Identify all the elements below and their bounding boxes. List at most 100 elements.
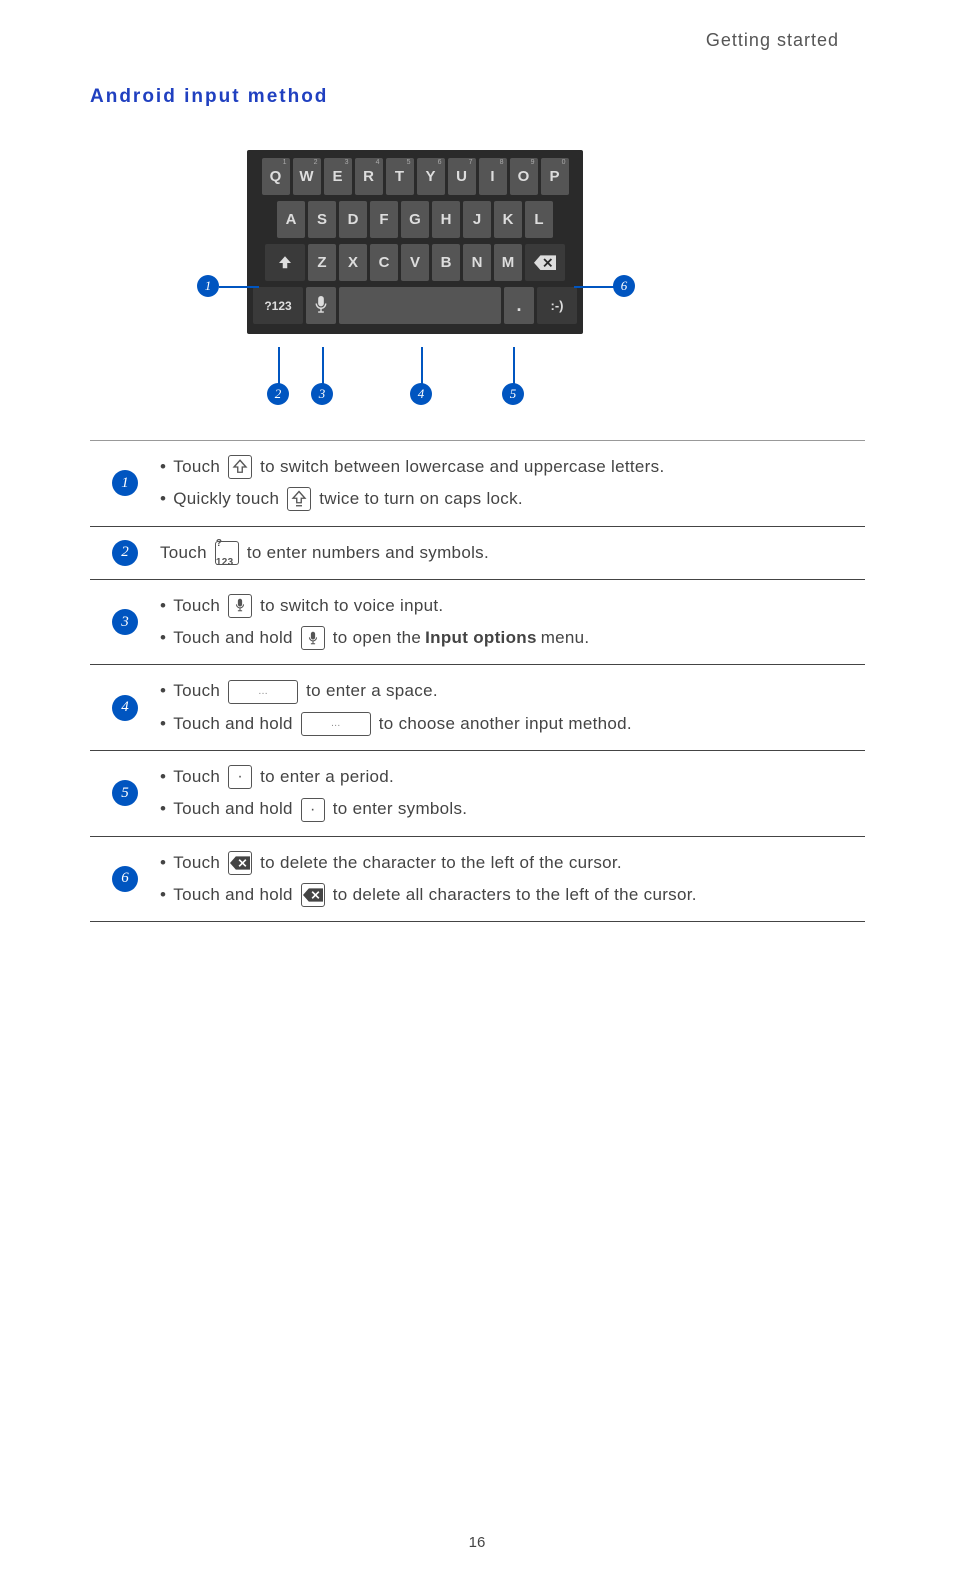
instructions-table: 1•Touchto switch between lowercase and u…: [90, 440, 865, 922]
space-icon: …: [228, 680, 298, 704]
keyboard-key: E3: [324, 158, 352, 195]
shift-icon: [228, 455, 252, 479]
callout-line: [513, 347, 515, 385]
p123-icon: ?123: [215, 541, 239, 565]
mic-key: [306, 287, 336, 324]
instruction-row: 4 •Touch … to enter a space. •Touch and hold…: [90, 665, 865, 750]
bullet-icon: •: [160, 847, 166, 879]
bullet-icon: •: [160, 483, 166, 515]
bullet-icon: •: [160, 793, 166, 825]
text: Touch: [173, 590, 220, 622]
callout-line: [574, 286, 614, 288]
shift-key: [265, 244, 305, 281]
bullet-icon: •: [160, 879, 166, 911]
figure-callout-2: 2: [267, 383, 289, 405]
keyboard-key: Y6: [417, 158, 445, 195]
keyboard-key: N: [463, 244, 491, 281]
text: Touch and hold: [173, 708, 293, 740]
keyboard-key: A: [277, 201, 305, 238]
row-number-badge: 2: [112, 540, 138, 566]
keyboard-key: G: [401, 201, 429, 238]
bullet-icon: •: [160, 675, 166, 707]
bullet-icon: •: [160, 708, 166, 740]
mic-icon: [228, 594, 252, 618]
row-number-badge: 1: [112, 470, 138, 496]
bksp-icon: [301, 883, 325, 907]
keyboard-key: Q1: [262, 158, 290, 195]
text: Touch and hold: [173, 793, 293, 825]
period-icon: ·: [301, 798, 325, 822]
keyboard-key: J: [463, 201, 491, 238]
row-number-badge: 5: [112, 780, 138, 806]
instruction-row: 1 •Touch to switch between lowercase and u…: [90, 441, 865, 526]
instruction-row: 2 Touch ?123 to enter numbers and symbols.: [90, 527, 865, 579]
callout-line: [278, 347, 280, 385]
text: to switch between lowercase and uppercas…: [260, 451, 664, 483]
keyboard-key: I8: [479, 158, 507, 195]
space-key: [339, 287, 501, 324]
keyboard-key: S: [308, 201, 336, 238]
row-number-badge: 6: [112, 866, 138, 892]
keyboard-key: U7: [448, 158, 476, 195]
keyboard-figure: Q1W2E3R4T5Y6U7I8O9P0 ASDFGHJKL ZXCVBNM ?…: [247, 150, 583, 334]
page-header: Getting started: [706, 30, 839, 51]
callout-line: [219, 286, 259, 288]
instruction-row: 6 •Touchto delete the character to the le…: [90, 837, 865, 922]
row-content: •Touchto delete the character to the lef…: [160, 847, 865, 912]
keyboard-key: B: [432, 244, 460, 281]
keyboard-key: X: [339, 244, 367, 281]
text: Touch: [173, 847, 220, 879]
row-content: •Touch to switch to voice input. •Touch an…: [160, 590, 865, 655]
keyboard-key: R4: [355, 158, 383, 195]
keyboard-key: V: [401, 244, 429, 281]
shiftlock-icon: [287, 487, 311, 511]
text: Touch: [173, 761, 220, 793]
text: to enter a space.: [306, 675, 438, 707]
period-icon: ·: [228, 765, 252, 789]
text: to enter numbers and symbols.: [247, 537, 489, 569]
keyboard-key: L: [525, 201, 553, 238]
text: Touch: [173, 451, 220, 483]
numbers-key: ?123: [253, 287, 303, 324]
keyboard-key: F: [370, 201, 398, 238]
bullet-icon: •: [160, 451, 166, 483]
callout-line: [322, 347, 324, 385]
text: to choose another input method.: [379, 708, 632, 740]
text: to enter symbols.: [333, 793, 468, 825]
row-content: •Touch·to enter a period.•Touch and hold…: [160, 761, 865, 826]
text: to open the: [333, 622, 421, 654]
figure-callout-1: 1: [197, 275, 219, 297]
emoji-key: :-): [537, 287, 577, 324]
figure-callout-4: 4: [410, 383, 432, 405]
keyboard-key: W2: [293, 158, 321, 195]
keyboard-key: C: [370, 244, 398, 281]
instruction-row: 5•Touch·to enter a period.•Touch and hol…: [90, 751, 865, 836]
bullet-icon: •: [160, 622, 166, 654]
backspace-key: [525, 244, 565, 281]
divider: [90, 921, 865, 922]
text: Quickly touch: [173, 483, 279, 515]
row-number-badge: 3: [112, 609, 138, 635]
keyboard-key: O9: [510, 158, 538, 195]
period-key: .: [504, 287, 534, 324]
text: to enter a period.: [260, 761, 394, 793]
android-keyboard: Q1W2E3R4T5Y6U7I8O9P0 ASDFGHJKL ZXCVBNM ?…: [247, 150, 583, 334]
text: twice to turn on caps lock.: [319, 483, 523, 515]
bksp-icon: [228, 851, 252, 875]
text: to delete all characters to the left of …: [333, 879, 697, 911]
row-content: •Touch … to enter a space. •Touch and hold ……: [160, 675, 865, 740]
text: to switch to voice input.: [260, 590, 443, 622]
keyboard-key: D: [339, 201, 367, 238]
text: Touch: [173, 675, 220, 707]
row-content: Touch ?123 to enter numbers and symbols.: [160, 537, 865, 569]
text: Touch and hold: [173, 622, 293, 654]
keyboard-key: P0: [541, 158, 569, 195]
row-number-badge: 4: [112, 695, 138, 721]
bullet-icon: •: [160, 590, 166, 622]
text: Input options: [425, 622, 537, 654]
text: Touch: [160, 537, 207, 569]
keyboard-key: T5: [386, 158, 414, 195]
callout-line: [421, 347, 423, 385]
page-number: 16: [469, 1534, 486, 1551]
space-icon: …: [301, 712, 371, 736]
